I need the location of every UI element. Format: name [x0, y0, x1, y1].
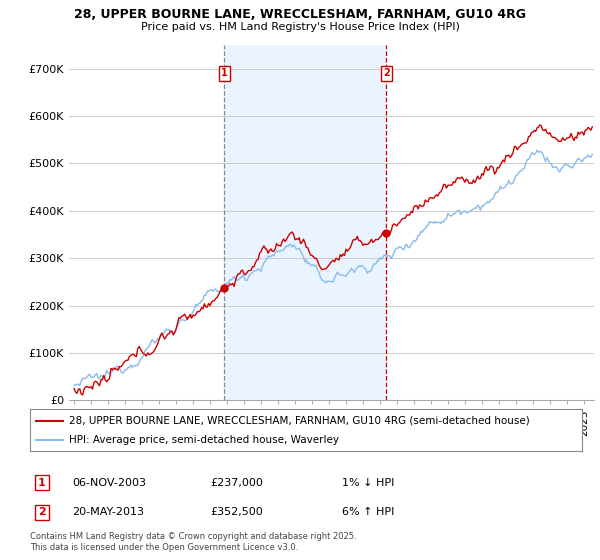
Text: 6% ↑ HPI: 6% ↑ HPI — [342, 507, 394, 517]
Text: £237,000: £237,000 — [210, 478, 263, 488]
Text: Price paid vs. HM Land Registry's House Price Index (HPI): Price paid vs. HM Land Registry's House … — [140, 22, 460, 32]
Bar — [224, 45, 386, 400]
Text: 1: 1 — [221, 68, 228, 78]
Text: 2: 2 — [383, 68, 390, 78]
Text: 1: 1 — [38, 478, 46, 488]
Text: 2: 2 — [38, 507, 46, 517]
Text: £352,500: £352,500 — [210, 507, 263, 517]
Text: 28, UPPER BOURNE LANE, WRECCLESHAM, FARNHAM, GU10 4RG: 28, UPPER BOURNE LANE, WRECCLESHAM, FARN… — [74, 8, 526, 21]
Text: 20-MAY-2013: 20-MAY-2013 — [72, 507, 144, 517]
Text: HPI: Average price, semi-detached house, Waverley: HPI: Average price, semi-detached house,… — [68, 435, 338, 445]
Text: Contains HM Land Registry data © Crown copyright and database right 2025.
This d: Contains HM Land Registry data © Crown c… — [30, 532, 356, 552]
Text: 1% ↓ HPI: 1% ↓ HPI — [342, 478, 394, 488]
Text: 06-NOV-2003: 06-NOV-2003 — [72, 478, 146, 488]
Text: 28, UPPER BOURNE LANE, WRECCLESHAM, FARNHAM, GU10 4RG (semi-detached house): 28, UPPER BOURNE LANE, WRECCLESHAM, FARN… — [68, 416, 529, 426]
